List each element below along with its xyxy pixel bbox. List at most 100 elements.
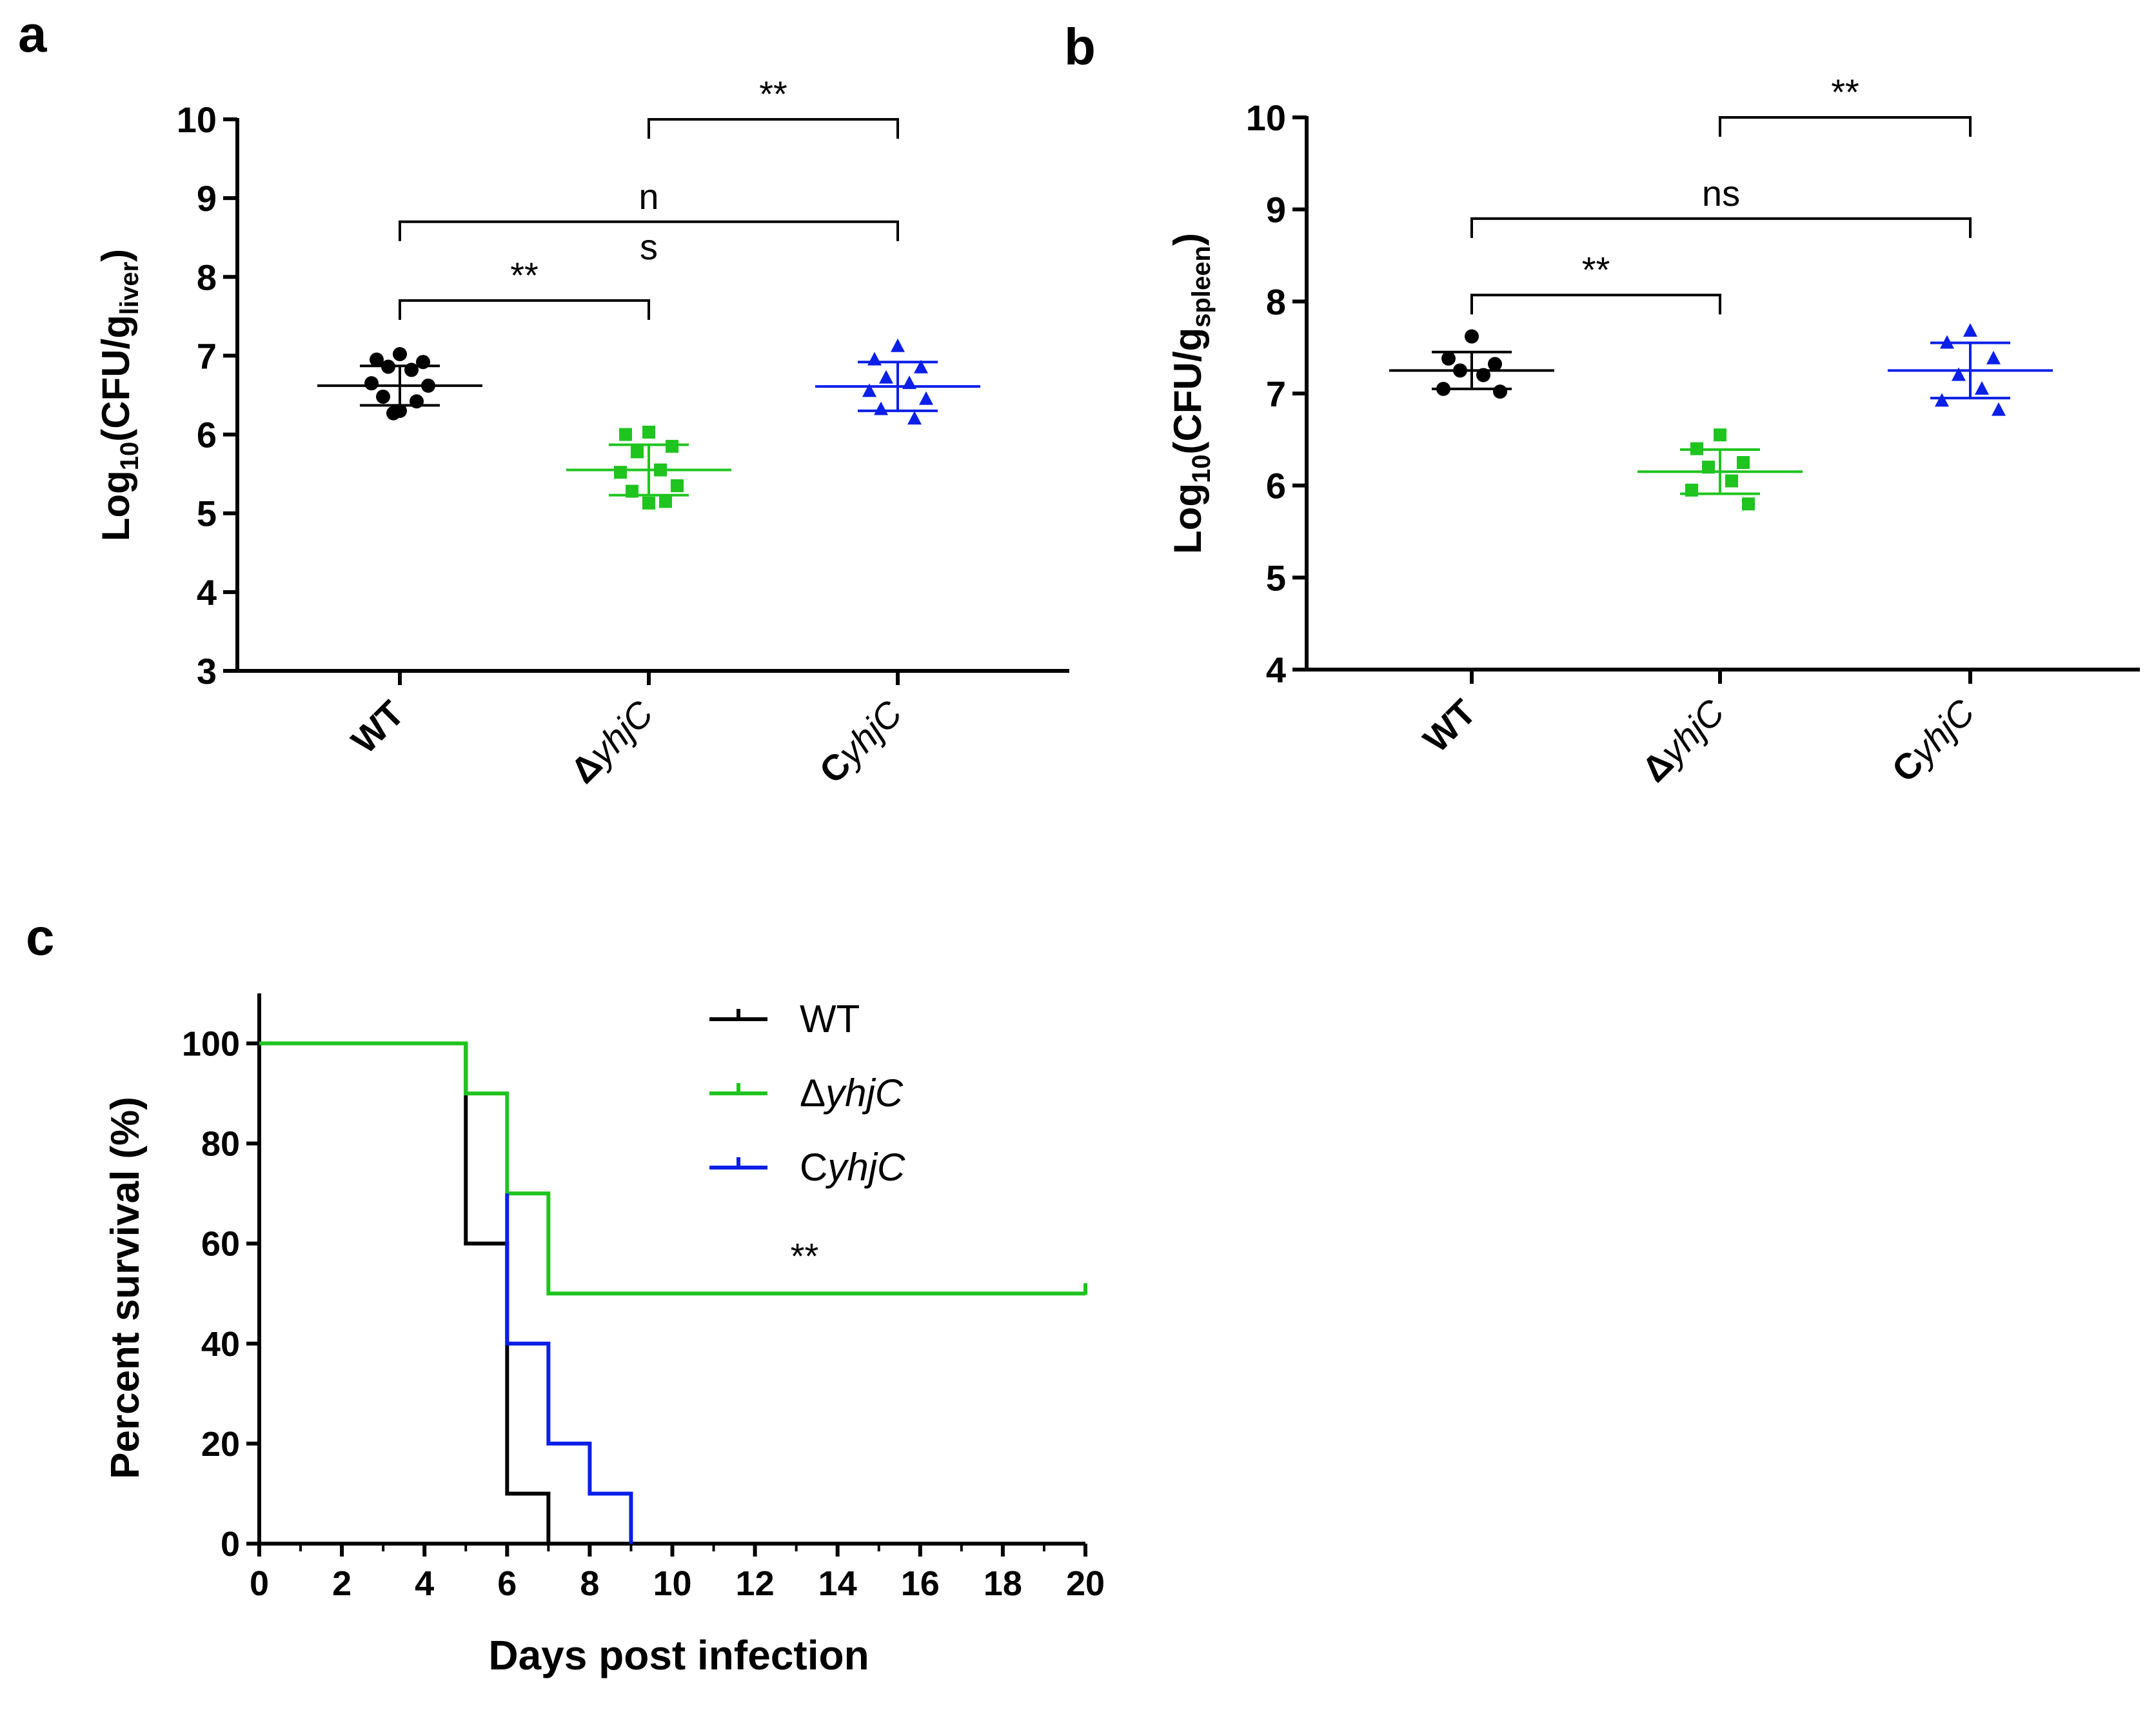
y-tick-label: 4 — [1266, 650, 1286, 690]
data-point — [416, 355, 430, 370]
category-plain: WT — [343, 693, 411, 761]
data-point — [410, 394, 424, 409]
x-tick-label: ΔyhjC — [1634, 692, 1732, 790]
data-point — [1465, 329, 1479, 344]
y-tick-label: 7 — [1266, 373, 1286, 414]
x-tick-label: 8 — [580, 1564, 599, 1603]
data-point — [404, 363, 419, 377]
data-point — [1702, 461, 1715, 474]
x-tick-label: ΔyhjC — [562, 693, 661, 791]
data-point — [1992, 402, 2006, 416]
category-plain: WT — [800, 997, 860, 1040]
y-tick-label: 10 — [177, 99, 217, 140]
significance-bracket — [399, 299, 650, 320]
data-point — [654, 463, 667, 477]
x-tick-label: WT — [1415, 692, 1483, 760]
data-point — [907, 411, 922, 425]
data-point — [902, 375, 916, 390]
survival-line — [259, 1041, 1085, 1296]
x-tick-label: 16 — [901, 1564, 940, 1603]
panel-c-survival: 0 20 40 60 80 100 0 2 4 6 8 10 12 14 16 18 20 Days post i… — [103, 993, 1105, 1678]
data-point — [614, 466, 627, 479]
y-tick-label: 80 — [201, 1125, 240, 1164]
y-tick-label: 7 — [197, 335, 217, 376]
significance-label: n — [638, 176, 658, 217]
y-axis-label: Percent survival (%) — [103, 1097, 148, 1479]
y-tick-label: 8 — [1266, 281, 1286, 322]
y-tick-label: 6 — [1266, 466, 1286, 506]
data-point — [659, 495, 672, 508]
data-point — [619, 428, 632, 441]
data-point — [421, 378, 435, 393]
x-tick-label: 4 — [415, 1564, 434, 1603]
data-point — [1986, 350, 2001, 364]
category-prefix: Δ — [800, 1071, 826, 1115]
y-axis-label: Log10(CFU/gspleen) — [1166, 233, 1216, 554]
x-tick-label: CyhjC — [1884, 692, 1983, 790]
significance-label: ns — [1702, 173, 1740, 214]
y-label-sub2: liver — [115, 262, 144, 315]
data-point — [1963, 323, 1977, 337]
y-label-sub: 10 — [1187, 454, 1216, 483]
panel-label-a: a — [18, 5, 47, 63]
x-tick-label: 18 — [984, 1564, 1022, 1603]
data-point — [879, 370, 893, 384]
data-point — [1737, 456, 1750, 469]
y-tick-label: 6 — [197, 415, 217, 455]
category-italic: yhjC — [823, 1071, 904, 1115]
y-tick-label: 40 — [201, 1325, 240, 1364]
data-point — [1714, 428, 1726, 442]
y-tick-label: 100 — [182, 1025, 240, 1064]
data-point — [1742, 497, 1755, 511]
y-tick-label: 3 — [197, 651, 217, 692]
y-tick-label: 9 — [1266, 190, 1286, 230]
significance-label: ** — [1582, 249, 1610, 290]
data-point — [1453, 363, 1467, 378]
data-point — [642, 496, 655, 510]
data-point — [1493, 384, 1507, 399]
category-plain: WT — [1415, 692, 1483, 760]
x-tick-label: 12 — [736, 1564, 775, 1603]
data-point — [376, 389, 390, 404]
panel-label-b: b — [1064, 18, 1096, 75]
y-label-sub: 10 — [115, 442, 144, 471]
category-italic: yhjC — [825, 1146, 905, 1189]
data-point — [867, 352, 882, 366]
data-point — [1940, 335, 1954, 349]
x-tick-label: 14 — [818, 1564, 857, 1603]
data-point — [666, 439, 678, 453]
y-label-mid: (CFU/g — [1166, 328, 1209, 455]
significance-label: ** — [759, 74, 787, 114]
panel-label-c: c — [26, 908, 55, 966]
x-tick-label: 10 — [653, 1564, 691, 1603]
data-point — [874, 401, 888, 415]
data-point — [626, 484, 638, 498]
data-point — [1441, 351, 1456, 366]
significance-bracket — [1719, 116, 1972, 137]
y-label-main: Log — [94, 470, 137, 541]
y-tick-label: 5 — [197, 493, 217, 534]
data-point — [1935, 393, 1949, 407]
y-tick-label: 8 — [197, 257, 217, 297]
significance-label-2: s — [640, 226, 658, 267]
data-point — [1952, 367, 1966, 381]
data-point — [914, 359, 928, 373]
y-label-sub2: spleen — [1187, 246, 1216, 328]
x-tick-label: WT — [343, 693, 411, 761]
x-tick-label: CyhjC — [811, 693, 910, 791]
significance-bracket — [1470, 217, 1972, 238]
significance-label: ** — [791, 1236, 819, 1277]
x-tick-label: 20 — [1066, 1564, 1105, 1603]
x-tick-label: 0 — [250, 1564, 269, 1603]
y-label-main: Log — [1166, 483, 1209, 554]
data-point — [386, 406, 401, 421]
y-label-end: ) — [1166, 233, 1209, 246]
data-point — [671, 479, 684, 492]
data-point — [393, 346, 407, 361]
x-tick-label: 2 — [332, 1564, 351, 1603]
data-point — [919, 391, 933, 405]
y-tick-label: 4 — [197, 572, 217, 613]
